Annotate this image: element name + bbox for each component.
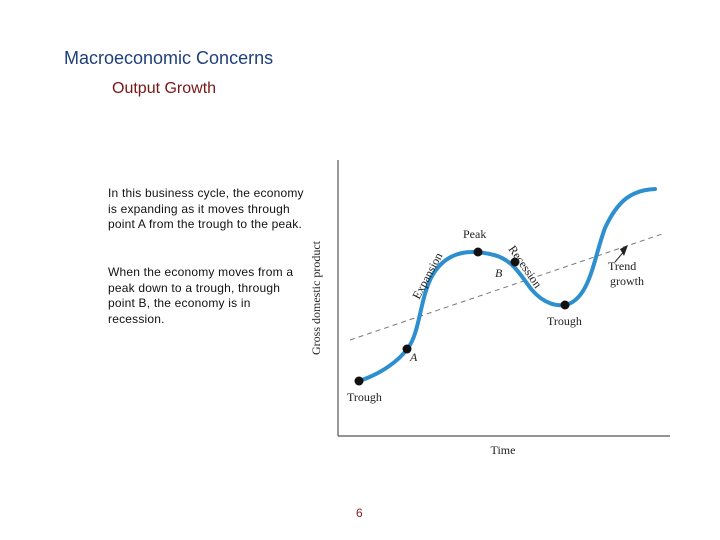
trend-arrow-icon [620, 245, 628, 256]
trend-growth-line [349, 232, 666, 341]
trend-label: Trend [608, 259, 636, 273]
expansion-label: Expansion [409, 250, 445, 301]
x-axis-label: Time [491, 443, 516, 457]
peak-point [473, 247, 483, 257]
point-a [402, 344, 412, 354]
peak-label: Peak [463, 227, 486, 241]
point-a-label: A [409, 350, 418, 364]
point-b [510, 257, 520, 267]
slide-subtitle: Output Growth [112, 80, 217, 97]
trough-point-right [560, 300, 570, 310]
point-b-label: B [495, 266, 503, 280]
trough-label-right: Trough [547, 314, 582, 328]
expansion-description: In this business cycle, the economy is e… [108, 186, 304, 231]
slide-title: Macroeconomic Concerns [64, 48, 274, 68]
recession-description: When the economy moves from a peak down … [108, 265, 294, 326]
trend-pointer [614, 248, 627, 263]
y-axis-label: Gross domestic product [309, 240, 323, 355]
business-cycle-curve [357, 187, 657, 383]
trough-point-left [354, 376, 364, 386]
trough-label-left: Trough [347, 390, 382, 404]
growth-label: growth [610, 274, 644, 288]
page-number: 6 [356, 506, 363, 520]
